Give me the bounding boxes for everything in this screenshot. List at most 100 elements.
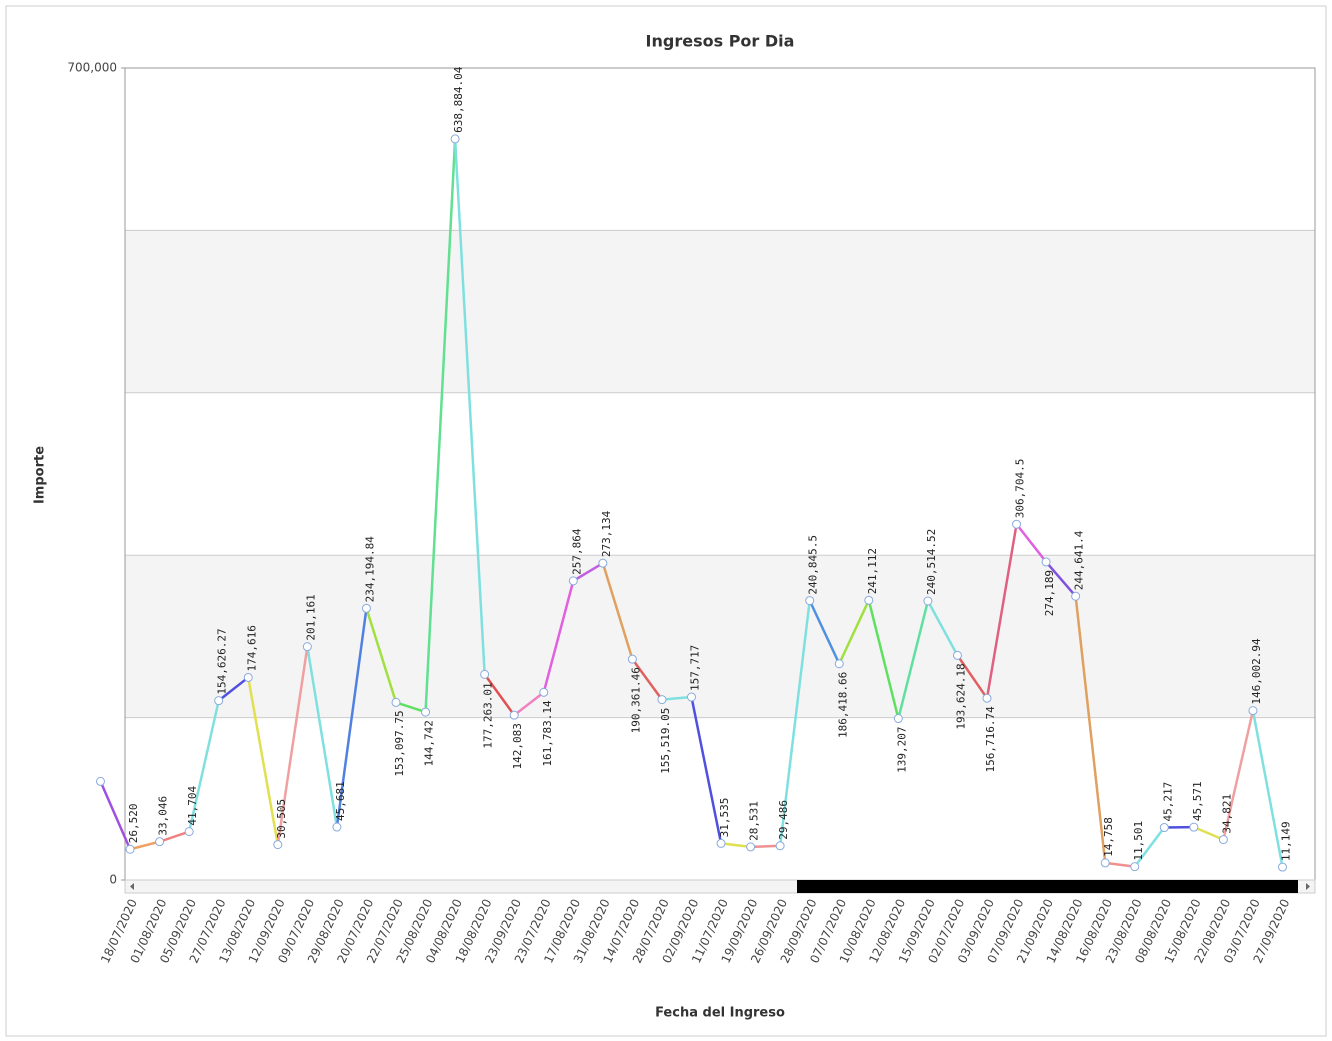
data-label: 161,783.14 xyxy=(541,700,554,767)
line-segment xyxy=(808,599,841,666)
data-point xyxy=(361,603,371,613)
data-point xyxy=(805,596,815,606)
data-point xyxy=(1071,591,1081,601)
line-segment xyxy=(985,522,1018,700)
data-label: 201,161 xyxy=(304,594,317,640)
data-point xyxy=(302,642,312,652)
data-point xyxy=(864,595,874,605)
y-axis-title: Importe xyxy=(33,446,48,504)
line-segment xyxy=(99,780,132,851)
line-segment xyxy=(1133,826,1166,868)
data-label: 142,083 xyxy=(511,723,524,769)
line-segment xyxy=(1222,709,1255,841)
line-segment xyxy=(276,645,309,846)
line-segment xyxy=(1103,861,1136,868)
data-point xyxy=(1130,862,1140,872)
data-label: 33,046 xyxy=(157,796,170,836)
line-segment xyxy=(1015,522,1048,564)
data-label: 11,501 xyxy=(1132,821,1145,861)
data-label: 31,535 xyxy=(718,798,731,838)
line-segment xyxy=(187,699,220,833)
line-segment xyxy=(838,599,871,666)
data-label: 186,418.66 xyxy=(836,672,849,738)
data-label: 240,845.5 xyxy=(807,535,820,595)
data-point xyxy=(1278,862,1287,872)
data-label: 193,624.18 xyxy=(954,663,967,729)
data-label: 34,821 xyxy=(1220,794,1233,834)
data-label: 14,758 xyxy=(1102,817,1115,857)
data-point xyxy=(657,695,667,705)
data-label: 11,149 xyxy=(1280,821,1293,861)
data-point xyxy=(1159,823,1169,833)
line-segment xyxy=(512,691,545,717)
data-point xyxy=(627,654,637,664)
line-segment xyxy=(601,561,634,661)
line-segment xyxy=(1192,825,1225,841)
data-point xyxy=(1012,519,1022,529)
data-point xyxy=(509,710,519,720)
data-point xyxy=(716,838,726,848)
data-point xyxy=(775,841,785,851)
data-label: 41,704 xyxy=(186,786,199,826)
chart-title: Ingresos Por Dia xyxy=(646,32,795,51)
scroll-right[interactable] xyxy=(1306,883,1310,890)
data-point xyxy=(391,697,401,707)
line-segment xyxy=(335,607,368,829)
line-segment xyxy=(867,599,900,720)
data-point xyxy=(243,672,253,682)
data-point xyxy=(1248,706,1258,716)
data-point xyxy=(155,837,165,847)
line-segment xyxy=(306,645,339,829)
y-tick-label: 0 xyxy=(109,873,117,887)
data-point xyxy=(480,669,490,679)
data-label: 30,505 xyxy=(275,799,288,839)
data-point xyxy=(450,134,460,144)
data-point xyxy=(125,844,135,854)
data-label: 157,717 xyxy=(689,645,702,691)
line-segment xyxy=(660,695,693,701)
line-segment xyxy=(897,599,930,720)
data-label: 45,217 xyxy=(1161,782,1174,822)
line-segment xyxy=(1251,709,1284,869)
data-point xyxy=(923,596,933,606)
line-segment xyxy=(394,701,427,714)
data-label: 306,704.5 xyxy=(1014,459,1027,519)
data-label: 29,486 xyxy=(777,800,790,840)
data-label: 28,531 xyxy=(748,801,761,841)
data-point xyxy=(214,696,224,706)
line-segment xyxy=(128,840,161,851)
line-segment xyxy=(453,137,486,676)
line-segment xyxy=(1044,560,1077,598)
data-label: 240,514.52 xyxy=(925,529,938,595)
data-point xyxy=(421,707,431,717)
data-label: 257,864 xyxy=(570,528,583,575)
data-label: 26,520 xyxy=(127,803,140,843)
scroll-left[interactable] xyxy=(130,883,134,890)
data-point xyxy=(1189,822,1199,832)
data-point xyxy=(568,576,578,586)
data-point xyxy=(184,827,194,837)
x-axis-title: Fecha del Ingreso xyxy=(655,1006,785,1021)
line-segment xyxy=(158,830,191,843)
data-label: 177,263.01 xyxy=(482,682,495,748)
data-point xyxy=(273,840,283,850)
data-label: 273,134 xyxy=(600,510,613,557)
data-label: 45,681 xyxy=(334,781,347,821)
data-label: 274,189 xyxy=(1043,570,1056,616)
data-point xyxy=(539,687,549,697)
line-segment xyxy=(483,673,516,717)
line-segment xyxy=(956,654,989,700)
data-label: 146,002.94 xyxy=(1250,638,1263,705)
data-point xyxy=(1100,858,1110,868)
data-point xyxy=(1218,835,1228,845)
line-segment xyxy=(424,137,457,714)
data-label: 144,742 xyxy=(423,720,436,766)
data-label: 241,112 xyxy=(866,548,879,594)
data-label: 45,571 xyxy=(1191,781,1204,821)
line-segment xyxy=(365,607,398,704)
scrollbar-thumb[interactable] xyxy=(797,880,1298,893)
data-point xyxy=(893,714,903,724)
line-segment xyxy=(631,657,664,701)
scrollbar[interactable] xyxy=(124,879,1316,894)
